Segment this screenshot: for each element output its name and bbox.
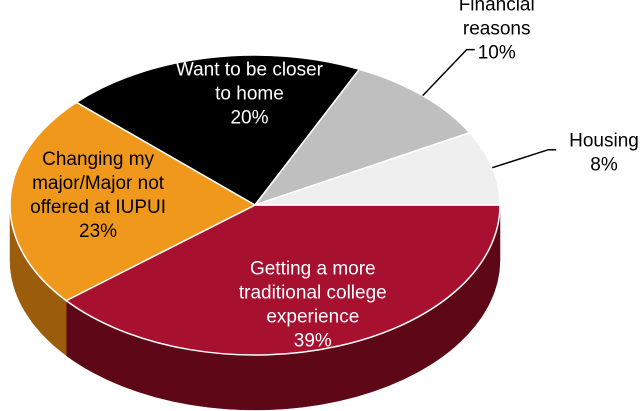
slice-name-line: Housing xyxy=(569,131,639,152)
slice-name-line: reasons xyxy=(463,19,531,40)
slice-value-label: 8% xyxy=(590,155,618,176)
slice-label-1: Changing my major/Major not offered at IUP… xyxy=(30,149,166,242)
leader-line-3 xyxy=(422,48,475,97)
slice-value-label: 23% xyxy=(79,221,117,242)
pie-slice-0 xyxy=(64,204,501,356)
slice-name-line: Want to be closer xyxy=(176,60,324,81)
slice-name-line: traditional college xyxy=(239,283,387,304)
leader-lines xyxy=(422,48,557,169)
slice-value-label: 39% xyxy=(294,331,332,352)
pie-slice-1 xyxy=(9,101,257,302)
pie-slice-2 xyxy=(74,54,361,206)
slice-name-line: Getting a more xyxy=(250,259,376,280)
slice-name-line: experience xyxy=(266,307,359,328)
pie-slice-3 xyxy=(252,68,472,207)
slice-name-line: major/Major not xyxy=(32,173,165,194)
slice-name-line: offered at IUPUI xyxy=(30,197,166,218)
slice-name-line: Financial xyxy=(459,0,535,16)
slice-name-line: Changing my xyxy=(42,149,154,170)
leader-line-4 xyxy=(492,148,557,169)
slice-label-2: Want to be closer to home 20% xyxy=(176,60,324,129)
pie-slice-4 xyxy=(254,131,501,206)
slice-labels: Getting a more traditional college experie… xyxy=(30,0,639,352)
pie-tops xyxy=(9,54,501,356)
slice-name-line: to home xyxy=(215,84,284,105)
slice-label-3: Financial reasons 10% xyxy=(459,0,535,64)
slice-value-label: 20% xyxy=(230,108,268,129)
slice-value-label: 10% xyxy=(478,43,516,64)
slice-label-4: Housing 8% xyxy=(569,131,639,176)
slice-label-0: Getting a more traditional college experie… xyxy=(239,259,387,352)
